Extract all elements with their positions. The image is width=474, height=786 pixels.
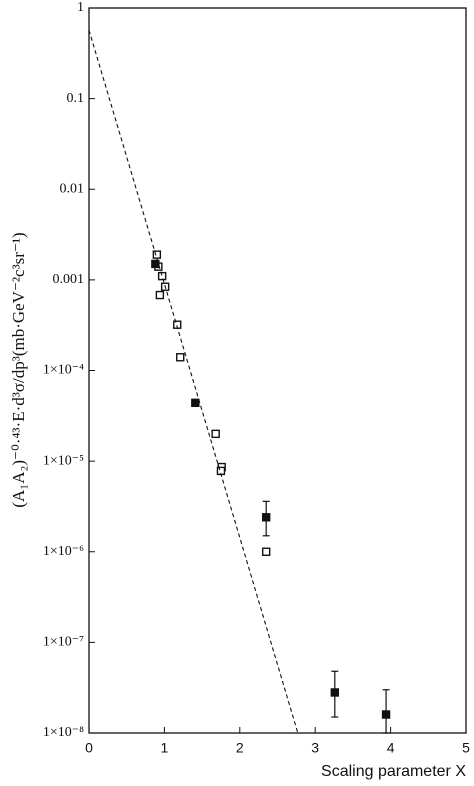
- x-tick-label: 4: [387, 740, 395, 756]
- plot-frame: [88, 7, 467, 734]
- y-tick-label: 0.1: [67, 91, 85, 106]
- data-point: [261, 547, 271, 556]
- data-point: [330, 688, 340, 697]
- y-tick-label: 1×10⁻⁵: [43, 453, 84, 468]
- fit-line: [88, 29, 299, 734]
- data-point: [211, 429, 220, 439]
- x-tick-label: 0: [85, 740, 93, 756]
- x-tick-label: 1: [161, 740, 169, 756]
- x-tick-label: 3: [311, 740, 319, 756]
- data-point: [157, 271, 167, 281]
- data-point: [155, 290, 165, 300]
- y-axis-label: (A₁A₂)⁻⁰·⁴³·E·d³σ/dp³(mb·GeV⁻²c³sr⁻¹): [9, 232, 28, 507]
- y-tick-label: 1×10⁻⁶: [43, 544, 84, 559]
- data-point: [381, 710, 391, 719]
- x-tick-label: 2: [236, 740, 244, 756]
- y-tick-label: 1×10⁻⁷: [43, 635, 84, 650]
- y-tick-label: 0.001: [53, 272, 85, 287]
- data-point: [176, 353, 185, 362]
- y-tick-label: 0.01: [60, 181, 85, 196]
- x-axis-label: Scaling parameter X: [321, 763, 466, 780]
- data-point: [152, 250, 162, 259]
- y-tick-label: 1: [77, 0, 84, 15]
- y-tick-label: 1×10⁻⁸: [43, 725, 84, 740]
- data-point: [151, 259, 160, 269]
- data-point: [191, 398, 200, 408]
- y-tick-label: 1×10⁻⁴: [43, 363, 84, 378]
- data-point: [261, 513, 271, 522]
- x-tick-label: 5: [462, 740, 470, 756]
